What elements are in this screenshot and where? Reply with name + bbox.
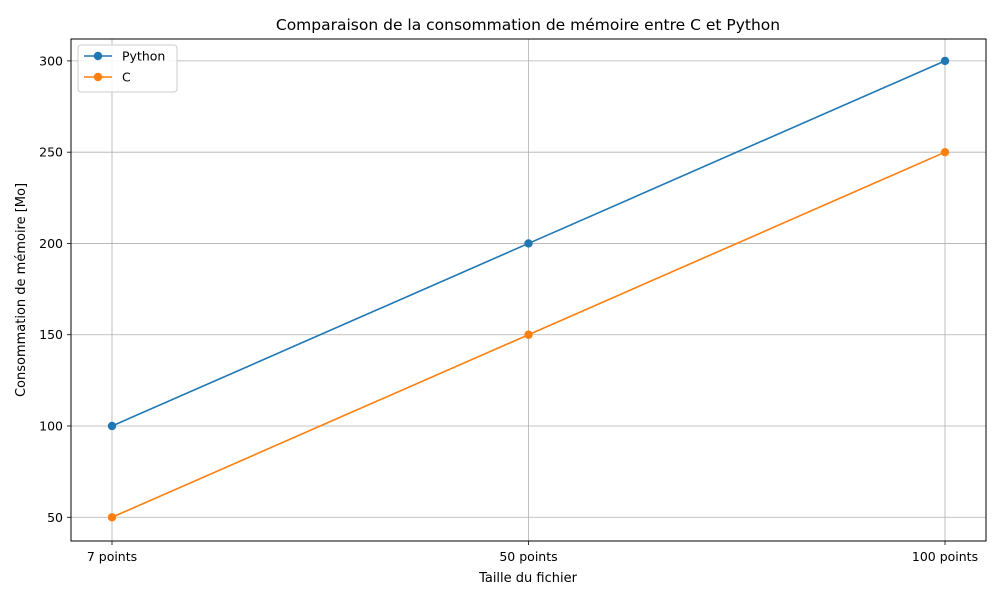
data-point-python	[940, 56, 950, 66]
legend: Python C	[77, 44, 178, 93]
data-point-c	[940, 147, 950, 157]
data-point-python	[524, 239, 533, 248]
y-tick-label: 100	[39, 418, 63, 433]
data-point-c	[524, 330, 533, 339]
data-point-python	[107, 421, 117, 431]
legend-label-c: C	[122, 70, 131, 85]
y-axis-label: Consommation de mémoire [Mo]	[14, 183, 29, 397]
x-tick-label: 7 points	[87, 549, 137, 564]
y-tick-label: 50	[47, 510, 63, 525]
y-tick-label: 250	[39, 145, 63, 160]
legend-swatch-marker-python	[93, 51, 103, 61]
x-tick-label: 100 points	[912, 549, 978, 564]
series-layer	[107, 56, 950, 522]
x-tick-label: 50 points	[499, 549, 557, 564]
y-tick-label: 300	[39, 53, 63, 68]
axis-ticks: 7 points 50 points 100 points 50 100 150 200 25…	[39, 53, 978, 564]
y-tick-label: 150	[39, 327, 63, 342]
y-tick-label: 200	[39, 236, 63, 251]
chart-title: Comparaison de la consommation de mémoir…	[276, 16, 780, 34]
data-point-c	[107, 513, 117, 522]
legend-swatch-marker-c	[93, 72, 103, 82]
legend-label-python: Python	[122, 49, 165, 64]
x-axis-label: Taille du fichier	[478, 571, 578, 586]
